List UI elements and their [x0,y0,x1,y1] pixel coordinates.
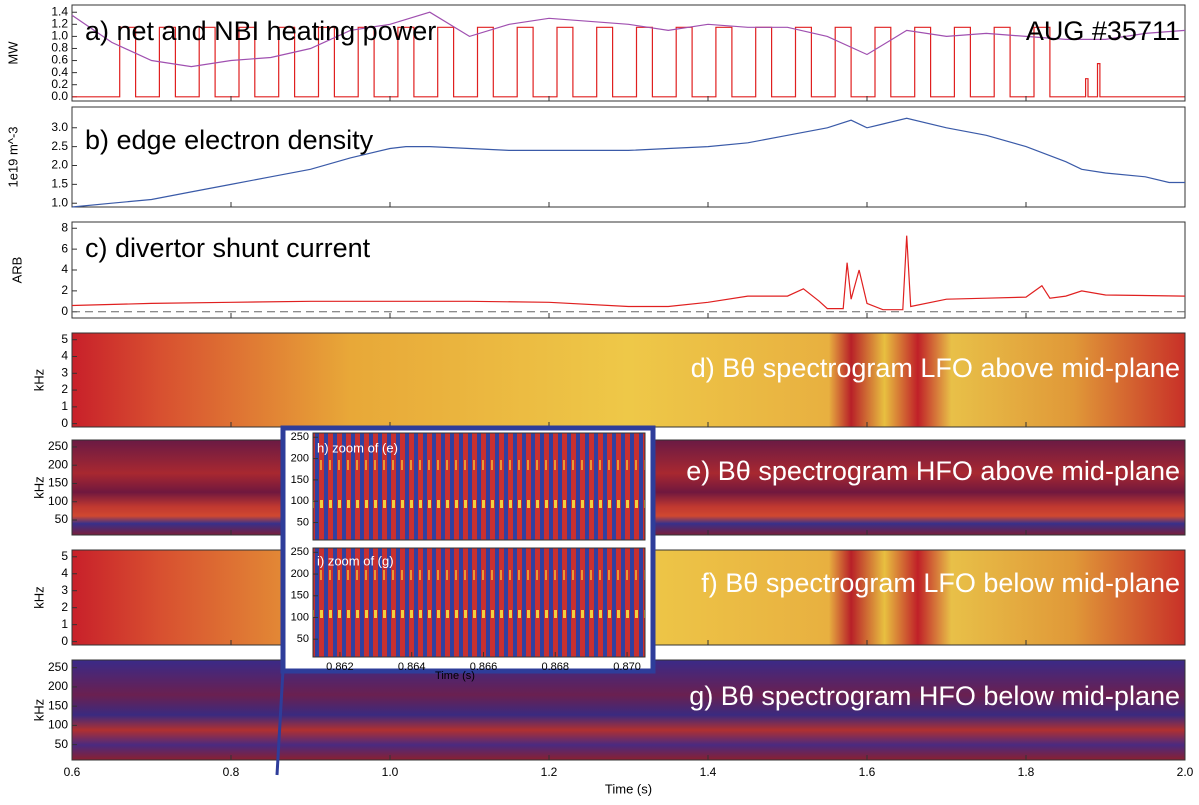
panel-title: f) Bθ spectrogram LFO below mid-plane [701,568,1180,598]
x-tick-label: 0.868 [542,661,570,673]
panel-title: b) edge electron density [85,125,374,155]
y-tick-label: 50 [55,512,69,526]
x-tick-label: 1.6 [859,765,876,779]
y-tick-label: 250 [48,660,68,674]
y-axis-label: kHz [31,369,46,391]
y-tick-label: 1.0 [51,29,68,43]
series-line [72,26,1185,98]
y-tick-label: 50 [297,633,309,645]
y-tick-label: 100 [48,494,68,508]
x-tick-label: 0.8 [223,765,240,779]
x-tick-label: 0.6 [64,765,81,779]
zoom-inset: 50 100 150 200 250 h) zoom of (e) 50 100 150 200 2… [275,425,656,776]
x-tick-label: 0.866 [470,661,498,673]
plot-frame [71,106,1186,208]
panel-title: e) Bθ spectrogram HFO above mid-plane [686,456,1180,486]
zoom-pointer [275,669,285,776]
y-tick-label: 250 [48,439,68,453]
y-tick-label: 0.2 [51,77,68,91]
y-tick-label: 1.4 [51,4,68,18]
y-tick-label: 0 [61,416,68,430]
series-line [71,11,1186,68]
y-tick-label: 2.5 [51,139,68,153]
x-axis-label: Time (s) [605,781,652,796]
y-tick-label: 5 [61,332,68,346]
panel-title: c) divertor shunt current [85,233,371,263]
y-tick-label: 1.2 [51,16,68,30]
y-tick-label: 2 [61,283,68,297]
y-axis-label: MW [5,41,20,65]
y-tick-label: 0.6 [51,53,68,67]
y-tick-label: 250 [291,546,309,558]
y-tick-label: 1 [61,617,68,631]
y-tick-label: 0.4 [51,65,68,79]
y-axis-label: kHz [31,586,46,608]
y-tick-label: 200 [291,452,309,464]
y-tick-label: 3 [61,365,68,379]
x-tick-label: 0.864 [398,661,426,673]
y-tick-label: 2.0 [51,158,68,172]
panel-title: h) zoom of (e) [317,440,398,455]
y-tick-label: 8 [61,220,68,234]
panel-title: g) Bθ spectrogram HFO below mid-plane [689,681,1180,711]
y-tick-label: 0.0 [51,89,68,103]
y-tick-label: 150 [48,698,68,712]
y-tick-label: 150 [291,590,309,602]
x-tick-label: 0.862 [326,661,354,673]
y-tick-label: 3 [61,583,68,597]
y-tick-label: 2 [61,382,68,396]
y-tick-label: 150 [291,474,309,486]
x-tick-label: 1.0 [382,765,399,779]
spectrogram [313,433,645,540]
shot-label: AUG #35711 [1026,16,1180,46]
y-tick-label: 100 [291,611,309,623]
plot-frame [312,432,646,541]
y-axis-label: ARB [9,257,24,284]
y-tick-label: 200 [48,457,68,471]
y-tick-label: 4 [61,262,68,276]
spectrogram [72,660,1185,760]
y-tick-label: 6 [61,241,68,255]
y-tick-label: 100 [48,718,68,732]
y-tick-label: 150 [48,476,68,490]
y-tick-label: 0.8 [51,41,68,55]
y-tick-label: 4 [61,349,68,363]
y-axis-label: 1e19 m^-3 [5,126,20,187]
y-tick-label: 1 [61,399,68,413]
x-axis-label: Time (s) [435,670,475,682]
y-tick-label: 250 [291,431,309,443]
y-tick-label: 0 [61,304,68,318]
panel-title: a) net and NBI heating power [85,16,436,46]
plot-frame [71,4,1186,102]
panel-title: i) zoom of (g) [317,553,394,568]
spectrogram [313,548,645,657]
x-tick-label: 1.2 [541,765,558,779]
y-axis-label: kHz [31,699,46,721]
series-line [71,117,1185,208]
x-tick-label: 1.8 [1018,765,1035,779]
x-tick-label: 2.0 [1177,765,1194,779]
y-tick-label: 0 [61,634,68,648]
panel-title: d) Bθ spectrogram LFO above mid-plane [691,353,1180,383]
y-tick-label: 2 [61,600,68,614]
plot-frame [312,547,646,658]
y-tick-label: 4 [61,566,68,580]
y-tick-label: 1.5 [51,177,68,191]
y-tick-label: 100 [291,495,309,507]
series-line [71,235,1186,311]
spectrogram [72,333,1185,427]
y-tick-label: 50 [297,516,309,528]
y-tick-label: 1.0 [51,195,68,209]
y-tick-label: 5 [61,549,68,563]
y-tick-label: 200 [48,679,68,693]
y-tick-label: 3.0 [51,120,68,134]
x-tick-label: 0.870 [613,661,641,673]
y-tick-label: 50 [55,737,69,751]
y-tick-label: 200 [291,568,309,580]
x-tick-label: 1.4 [700,765,717,779]
y-axis-label: kHz [31,476,46,498]
